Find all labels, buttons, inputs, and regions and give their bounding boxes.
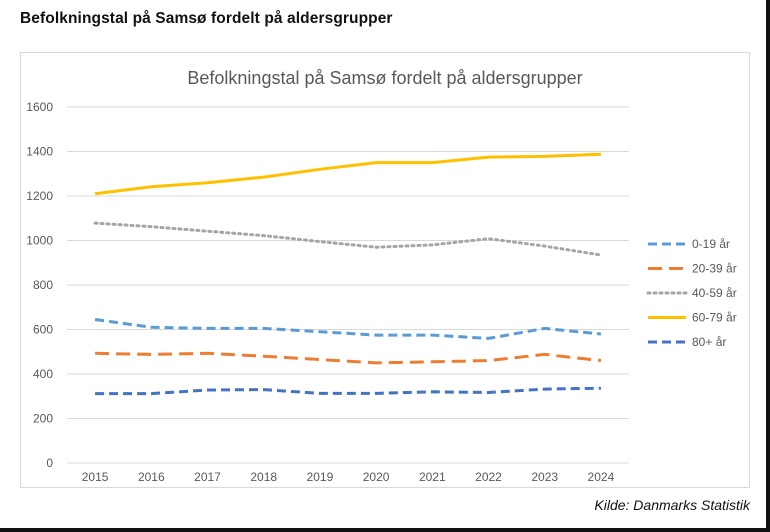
x-tick-label: 2019 xyxy=(307,470,334,484)
series-lines xyxy=(93,152,603,396)
y-tick-label: 0 xyxy=(46,456,53,470)
page-title: Befolkningstal på Samsø fordelt på alder… xyxy=(20,10,393,27)
x-tick-label: 2024 xyxy=(588,470,615,484)
legend-label: 40-59 år xyxy=(692,286,737,300)
series-line-20-39-r xyxy=(95,351,602,365)
source-caption: Kilde: Danmarks Statistik xyxy=(594,497,750,513)
x-tick-label: 2020 xyxy=(363,470,390,484)
series-line-0-19-r xyxy=(94,318,602,340)
legend-label: 60-79 år xyxy=(692,311,737,325)
gridlines xyxy=(67,106,629,464)
x-axis-ticks: 2015 2016 2017 2018 2019 2020 2021 2022 2023 2024 xyxy=(82,470,615,484)
legend-label: 20-39 år xyxy=(692,262,737,276)
x-tick-label: 2018 xyxy=(250,470,277,484)
chart-title: Befolkningstal på Samsø fordelt på alder… xyxy=(187,68,582,88)
x-tick-label: 2017 xyxy=(194,470,221,484)
x-tick-label: 2021 xyxy=(419,470,446,484)
legend-label: 80+ år xyxy=(692,335,726,349)
y-tick-label: 400 xyxy=(33,367,53,381)
y-tick-label: 1600 xyxy=(26,100,53,114)
series-line-80plus-r xyxy=(95,386,601,396)
y-tick-label: 200 xyxy=(33,412,53,426)
y-tick-label: 1200 xyxy=(26,189,53,203)
y-tick-label: 800 xyxy=(33,278,53,292)
y-axis-ticks: 0 200 400 600 800 1000 1200 1400 1600 xyxy=(26,100,53,470)
y-tick-label: 1000 xyxy=(26,234,53,248)
chart-container: Befolkningstal på Samsø fordelt på alder… xyxy=(20,52,750,488)
legend-label: 0-19 år xyxy=(692,237,730,251)
y-tick-label: 1400 xyxy=(26,145,53,159)
line-chart: Befolkningstal på Samsø fordelt på alder… xyxy=(26,68,737,484)
x-tick-label: 2023 xyxy=(531,470,558,484)
series-line-40-59-r xyxy=(93,221,603,257)
x-tick-label: 2016 xyxy=(138,470,165,484)
x-tick-label: 2015 xyxy=(82,470,109,484)
y-tick-label: 600 xyxy=(33,323,53,337)
x-tick-label: 2022 xyxy=(475,470,502,484)
series-line-60-79-r xyxy=(94,152,601,196)
legend: 0-19 år 20-39 år 40-59 år 60-79 år 80+ år xyxy=(646,237,737,349)
